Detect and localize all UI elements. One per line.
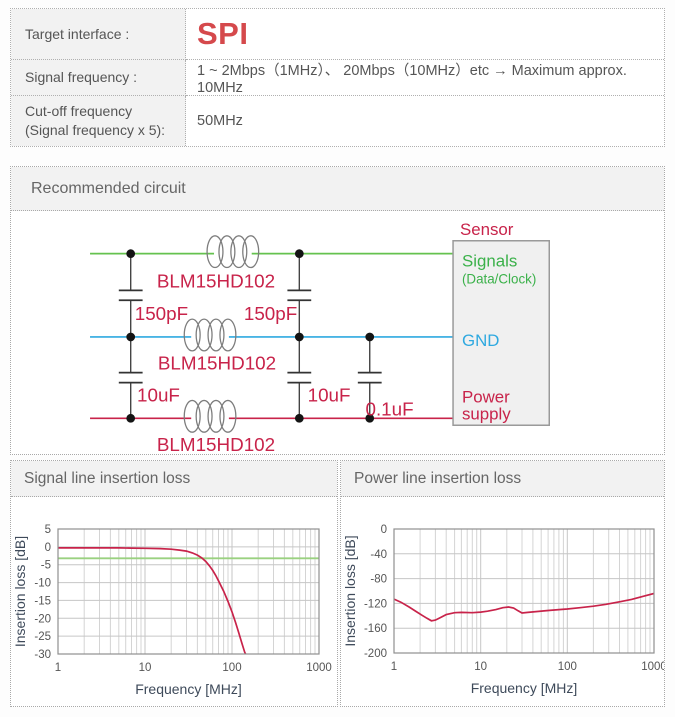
- plot-border: [57, 528, 320, 655]
- y-tick-label: -10: [34, 578, 51, 590]
- capacitor-branch-left: [118, 253, 143, 419]
- sensor-title: Sensor: [460, 220, 514, 239]
- spec-value-cutoff-frequency: 50MHz: [186, 96, 664, 146]
- sensor-port-signals-sub: (Data/Clock): [462, 271, 536, 286]
- sensor-port-signals: Signals: [462, 252, 517, 271]
- x-axis-label: Frequency [MHz]: [471, 680, 578, 696]
- circuit-body: Sensor Signals (Data/Clock) GND Power su…: [11, 211, 664, 455]
- capacitor-label-150pf-right: 150pF: [244, 303, 297, 324]
- inductor-label-gnd: BLM15HD102: [158, 353, 276, 374]
- capacitor-branch-right: [357, 336, 382, 419]
- capacitor-label-0p1uf: 0.1uF: [365, 398, 413, 419]
- y-tick-label: -160: [364, 623, 387, 635]
- capacitor-branch-middle: [287, 253, 312, 419]
- y-tick-label: -25: [34, 631, 51, 643]
- x-tick-label: 100: [222, 662, 241, 674]
- loss-curve: [58, 547, 247, 654]
- recommended-circuit-panel: Recommended circuit: [10, 166, 665, 455]
- spec-table: Target interface : SPI Signal frequency …: [10, 8, 665, 147]
- y-tick-label: -40: [370, 549, 387, 561]
- plot-border: [393, 528, 655, 654]
- spec-value-signal-frequency: 1 ~ 2Mbps（1MHz）、 20Mbps（10MHz）etc → Maxi…: [186, 60, 664, 96]
- x-tick-label: 1: [391, 661, 397, 673]
- capacitor-label-10uf-right: 10uF: [308, 384, 351, 405]
- signal-loss-header: Signal line insertion loss: [11, 461, 337, 497]
- grid-major: [393, 528, 655, 654]
- y-axis-label: Insertion loss [dB]: [12, 536, 28, 647]
- power-loss-chart: 0 -40 -80 -120 -160 -200 1 10 100 1000 Insertion l…: [342, 524, 667, 696]
- power-loss-header: Power line insertion loss: [341, 461, 664, 497]
- inductor-symbol-power: [183, 399, 237, 433]
- power-loss-title: Power line insertion loss: [354, 469, 522, 487]
- y-tick-label: -200: [364, 648, 387, 660]
- y-axis-label: Insertion loss [dB]: [342, 535, 358, 646]
- x-axis-label: Frequency [MHz]: [135, 681, 242, 697]
- capacitor-label-10uf-left: 10uF: [137, 384, 180, 405]
- spec-value-target-interface: SPI: [186, 9, 664, 60]
- spec-label-signal-frequency: Signal frequency :: [11, 60, 186, 96]
- grid-minor: [83, 529, 316, 654]
- target-interface-value: SPI: [197, 16, 249, 51]
- x-tick-label: 10: [474, 661, 487, 673]
- y-tick-label: -5: [41, 560, 51, 572]
- x-tick-label: 1000: [306, 662, 332, 674]
- y-tick-label: -20: [34, 613, 51, 625]
- signal-loss-title: Signal line insertion loss: [24, 469, 191, 487]
- recommended-circuit-header: Recommended circuit: [11, 167, 664, 211]
- y-tick-label: 0: [381, 524, 387, 536]
- loss-curve: [394, 592, 654, 622]
- inductor-symbol-gnd: [183, 318, 237, 352]
- inductor-symbol-signal: [206, 235, 260, 269]
- capacitor-label-150pf-left: 150pF: [135, 303, 188, 324]
- grid-minor: [419, 529, 651, 653]
- inductor-label-power: BLM15HD102: [157, 434, 275, 454]
- signal-loss-chart: 5 0 -5 -10 -15 -20 -25 -30 1 10 100 1000 Insertion l…: [12, 524, 332, 697]
- circuit-diagram: Sensor Signals (Data/Clock) GND Power su…: [90, 220, 551, 455]
- x-tick-label: 1000: [641, 661, 664, 673]
- spec-label-target-interface: Target interface :: [11, 9, 186, 60]
- junction-dots: [126, 249, 375, 423]
- y-tick-label: 5: [45, 524, 51, 536]
- sensor-port-power-2: supply: [462, 404, 511, 423]
- spec-label-cutoff-frequency: Cut-off frequency (Signal frequency x 5)…: [11, 96, 186, 146]
- inductor-label-signal: BLM15HD102: [157, 270, 275, 291]
- signal-loss-panel: Signal line insertion loss 5 0 -5 -10 -15 -20…: [10, 460, 338, 707]
- y-tick-label: -30: [34, 649, 51, 661]
- y-tick-label: -80: [370, 574, 387, 586]
- x-tick-label: 1: [55, 662, 61, 674]
- sensor-port-power-1: Power: [462, 387, 510, 406]
- x-tick-label: 100: [558, 661, 577, 673]
- sensor-port-gnd: GND: [462, 331, 499, 350]
- recommended-circuit-title: Recommended circuit: [31, 179, 186, 197]
- sensor-box: [452, 240, 551, 426]
- power-loss-panel: Power line insertion loss 0 -40 -80 -120 -16…: [340, 460, 667, 707]
- y-tick-label: -15: [34, 595, 51, 607]
- y-tick-label: -120: [364, 598, 387, 610]
- x-tick-label: 10: [139, 662, 152, 674]
- y-tick-label: 0: [45, 542, 51, 554]
